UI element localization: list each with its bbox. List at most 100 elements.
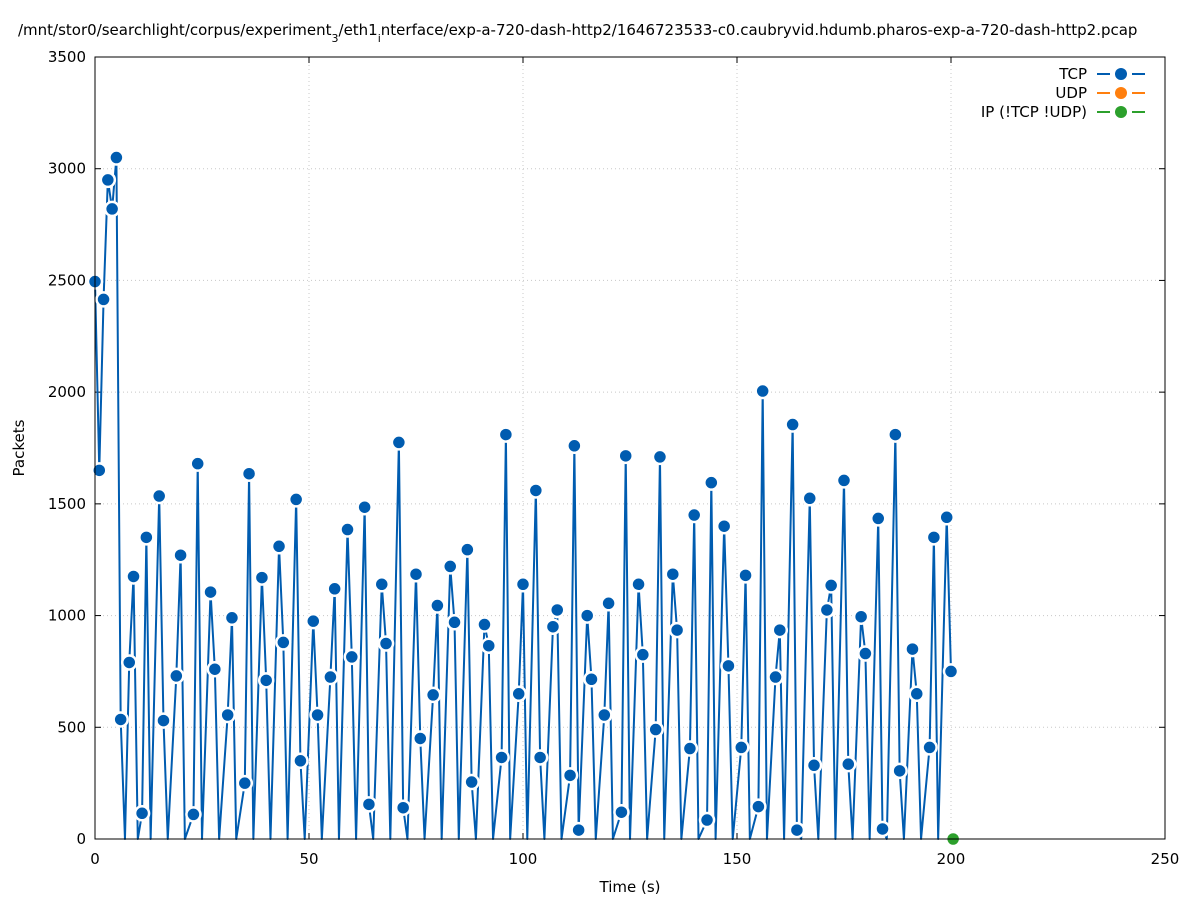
chart-title: /mnt/stor0/searchlight/corpus/experiment… <box>18 21 1137 45</box>
data-point <box>424 686 442 704</box>
data-point <box>544 618 562 635</box>
plot-frame <box>94 56 1166 840</box>
data-point <box>514 576 532 593</box>
series-layer <box>86 149 962 848</box>
data-point <box>938 509 955 526</box>
x-tick-label: 50 <box>299 850 318 868</box>
data-point <box>480 637 498 654</box>
data-point <box>835 472 853 489</box>
data-point <box>270 538 288 555</box>
data-point <box>206 660 224 678</box>
data-point <box>108 149 125 166</box>
data-point <box>95 291 112 308</box>
data-point <box>356 498 373 516</box>
data-point <box>476 616 493 633</box>
y-tick-label: 2500 <box>48 271 86 289</box>
data-point <box>446 614 463 631</box>
data-point <box>305 612 322 630</box>
data-point <box>103 200 121 218</box>
data-point <box>703 474 720 491</box>
legend-label: IP (!TCP !UDP) <box>981 103 1087 121</box>
data-point <box>908 685 926 703</box>
data-point <box>377 635 395 652</box>
data-point <box>275 634 292 651</box>
data-point <box>459 541 476 558</box>
x-tick-label: 0 <box>90 850 100 868</box>
data-point <box>715 517 733 535</box>
data-point <box>801 490 819 507</box>
data-point <box>737 567 754 584</box>
data-point <box>840 755 857 773</box>
data-point <box>925 529 943 546</box>
y-tick-label: 0 <box>76 830 86 848</box>
data-point <box>681 740 699 757</box>
data-point <box>818 601 836 619</box>
data-point <box>788 821 806 839</box>
data-point <box>412 730 429 747</box>
series-line <box>94 156 952 840</box>
x-tick-label: 200 <box>937 850 966 868</box>
data-point <box>647 721 664 738</box>
y-tick-label: 1000 <box>48 607 86 625</box>
data-point <box>138 529 155 546</box>
y-axis-label: Packets <box>10 419 28 476</box>
data-point <box>634 646 652 663</box>
series-0 <box>86 149 960 840</box>
data-point <box>240 465 258 482</box>
data-point <box>583 670 600 688</box>
data-point <box>292 752 309 770</box>
data-point <box>698 811 716 829</box>
data-point <box>887 426 904 443</box>
data-point <box>921 739 938 756</box>
data-point <box>596 706 613 724</box>
data-point <box>125 568 142 585</box>
data-point <box>168 667 185 685</box>
data-point <box>202 583 219 601</box>
y-tick-label: 3500 <box>48 48 86 66</box>
data-point <box>531 749 549 766</box>
legend-label: TCP <box>1058 65 1087 83</box>
data-point <box>189 455 206 472</box>
data-point <box>343 648 361 666</box>
legend-item: UDP <box>1055 84 1145 102</box>
data-point <box>309 706 326 724</box>
data-point <box>257 672 275 689</box>
data-point <box>784 416 801 433</box>
data-point <box>805 757 823 774</box>
y-tick-label: 3000 <box>48 160 86 178</box>
data-point <box>852 608 870 625</box>
data-point <box>566 437 583 455</box>
data-point <box>767 668 784 686</box>
data-point <box>219 706 236 724</box>
data-point <box>750 798 767 815</box>
data-point <box>733 739 750 756</box>
data-point <box>99 171 117 189</box>
legend-label: UDP <box>1055 84 1087 102</box>
data-point <box>857 645 874 662</box>
data-point <box>578 607 596 624</box>
data-point <box>613 803 630 821</box>
y-tick-label: 500 <box>57 718 86 736</box>
data-point <box>630 576 647 593</box>
legend-item: TCP <box>1058 65 1145 83</box>
x-tick-label: 250 <box>1151 850 1180 868</box>
data-point <box>720 657 737 675</box>
data-point <box>497 426 515 443</box>
data-point <box>339 521 356 538</box>
axis-ticks: 0 50 100 150 200 2500500100015002000250030003… <box>48 48 1180 868</box>
data-point <box>754 382 771 400</box>
x-axis-label: Time (s) <box>599 878 661 896</box>
data-point <box>510 685 527 703</box>
data-point <box>904 640 921 658</box>
data-point <box>360 796 378 813</box>
data-point <box>463 773 480 791</box>
data-point <box>172 546 189 564</box>
legend-marker <box>1115 68 1127 80</box>
y-tick-label: 1500 <box>48 495 86 513</box>
data-point <box>287 491 305 508</box>
data-point <box>120 654 138 671</box>
data-point <box>253 569 271 586</box>
data-point <box>822 577 840 594</box>
data-point <box>133 805 151 822</box>
